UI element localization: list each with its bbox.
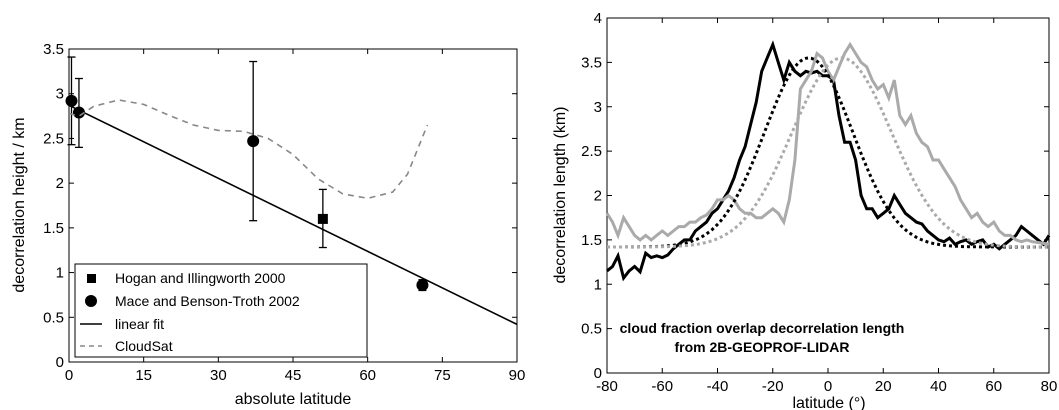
right-series-line-0 (606, 40, 1051, 282)
right-x-axis-label: latitude (°) (792, 395, 865, 410)
right-x-tick-label: 20 (875, 378, 892, 395)
left-series-line-2 (68, 104, 518, 326)
left-x-axis-label: absolute latitude (235, 391, 352, 408)
legend-marker-hogan (87, 274, 96, 283)
right-annotation-line1: cloud fraction overlap decorrelation len… (620, 320, 905, 336)
legend-marker-mace (85, 295, 97, 307)
right-y-tick-label: 4 (594, 10, 602, 27)
left-x-tick-label: 0 (65, 367, 73, 384)
right-x-tick-label: -20 (762, 378, 784, 395)
right-y-tick-label: 0.5 (581, 321, 602, 338)
left-point-square (317, 213, 328, 224)
left-y-tick-label: 2 (56, 175, 64, 192)
left-series-line-3 (68, 99, 429, 200)
left-y-tick-label: 1.5 (43, 220, 64, 237)
right-x-tick-label: 80 (1041, 378, 1058, 395)
left-legend-box (74, 263, 368, 358)
left-chart: 0 15 30 45 60 75 90 0 0.5 1 1.5 2 2.5 3 3.5 absolute l… (11, 41, 525, 408)
right-y-axis-label: decorrelation length (km) (552, 107, 569, 284)
right-x-tick-label: -40 (707, 378, 729, 395)
right-series-line-3 (607, 56, 1049, 249)
right-x-tick-label: 40 (930, 378, 947, 395)
left-y-tick-label: 3 (56, 86, 64, 103)
left-x-tick-label: 75 (434, 367, 451, 384)
right-y-tick-label: 3.5 (581, 54, 602, 71)
right-y-tick-label: 2 (594, 188, 602, 205)
left-y-tick-label: 0 (56, 354, 64, 371)
right-y-tick-label: 0 (594, 365, 602, 382)
left-y-tick-label: 3.5 (43, 41, 64, 58)
right-series-line-2 (607, 56, 1049, 249)
right-y-tick-label: 1 (594, 276, 602, 293)
legend-label-hogan: Hogan and Illingworth 2000 (115, 270, 286, 286)
right-chart: -80 -60 -40 -20 0 20 40 60 80 0 0.5 1 1.5 2 2.5 3 3.5 4 c… (552, 10, 1057, 410)
left-legend: Hogan and Illingworth 2000 Mace and Bens… (74, 263, 368, 358)
left-y-tick-label: 0.5 (43, 309, 64, 326)
right-x-tick-label: 0 (824, 378, 832, 395)
left-y-tick-label: 2.5 (43, 130, 64, 147)
right-y-tick-label: 2.5 (581, 143, 602, 160)
left-point-circle (247, 135, 260, 148)
right-series-line-1 (605, 41, 1050, 246)
left-x-tick-label: 15 (135, 367, 152, 384)
right-y-tick-label: 1.5 (581, 232, 602, 249)
left-x-tick-label: 90 (509, 367, 526, 384)
right-x-tick-label: 60 (985, 378, 1002, 395)
legend-label-linear-fit: linear fit (115, 316, 164, 332)
legend-label-mace: Mace and Benson-Troth 2002 (115, 293, 300, 309)
legend-label-cloudsat: CloudSat (115, 338, 173, 354)
left-y-axis-label: decorrelation height / km (11, 117, 28, 292)
left-y-tick-label: 1 (56, 265, 64, 282)
left-point-circle (65, 94, 78, 107)
right-x-tick-label: -80 (596, 378, 618, 395)
left-point-circle (416, 279, 429, 292)
right-annotation-line2: from 2B-GEOPROF-LIDAR (675, 339, 850, 355)
left-x-tick-label: 45 (285, 367, 302, 384)
left-x-tick-label: 30 (210, 367, 227, 384)
right-y-tick-label: 3 (594, 99, 602, 116)
right-x-tick-label: -60 (651, 378, 673, 395)
left-x-tick-label: 60 (359, 367, 376, 384)
